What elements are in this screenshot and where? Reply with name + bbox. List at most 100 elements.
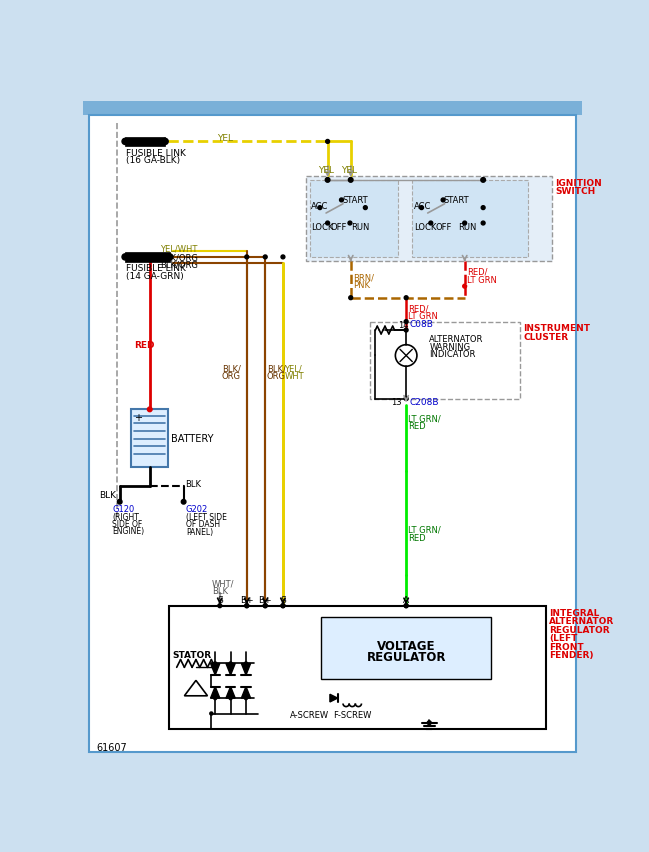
Text: OFF: OFF <box>435 223 452 232</box>
Text: (14 GA-GRN): (14 GA-GRN) <box>126 272 184 280</box>
Circle shape <box>281 256 285 260</box>
Circle shape <box>339 199 343 203</box>
Text: BLK/ORG: BLK/ORG <box>160 261 198 270</box>
Text: OFF: OFF <box>331 223 347 232</box>
Text: LT GRN: LT GRN <box>408 312 438 320</box>
Text: YEL/WHT: YEL/WHT <box>160 244 197 253</box>
Circle shape <box>147 407 152 412</box>
Text: START: START <box>342 196 368 205</box>
Circle shape <box>263 256 267 260</box>
Circle shape <box>218 604 222 608</box>
Text: S: S <box>217 596 223 604</box>
Circle shape <box>245 256 249 260</box>
Text: C08B: C08B <box>410 320 434 329</box>
Text: S: S <box>280 596 286 604</box>
Text: RED: RED <box>134 341 155 349</box>
Circle shape <box>326 141 330 144</box>
Text: (16 GA-BLK): (16 GA-BLK) <box>126 156 180 165</box>
Text: BRN/: BRN/ <box>353 273 374 282</box>
Text: (LEFT SIDE: (LEFT SIDE <box>186 512 227 521</box>
Circle shape <box>404 296 408 300</box>
Circle shape <box>245 604 249 608</box>
Text: REGULATOR: REGULATOR <box>367 650 446 663</box>
Circle shape <box>245 662 247 665</box>
Text: G120: G120 <box>112 504 134 514</box>
Text: PNK: PNK <box>353 280 370 290</box>
Bar <box>125 253 170 262</box>
Circle shape <box>117 500 122 504</box>
Polygon shape <box>241 687 251 699</box>
Circle shape <box>122 255 129 261</box>
Circle shape <box>326 222 330 226</box>
Circle shape <box>122 139 129 146</box>
Text: ALTERNATOR: ALTERNATOR <box>429 335 484 343</box>
Text: 14: 14 <box>398 320 408 330</box>
Text: IGNITION: IGNITION <box>556 178 602 187</box>
Polygon shape <box>226 687 235 699</box>
Circle shape <box>349 296 352 300</box>
Circle shape <box>429 222 433 226</box>
Polygon shape <box>241 664 251 676</box>
Text: RED/: RED/ <box>408 304 429 313</box>
Circle shape <box>214 697 217 699</box>
Text: YEL: YEL <box>217 134 234 143</box>
Text: ACC: ACC <box>414 202 431 211</box>
Circle shape <box>281 604 285 608</box>
Text: SIDE OF: SIDE OF <box>112 519 142 528</box>
Text: 61607: 61607 <box>97 742 127 752</box>
Circle shape <box>481 178 485 183</box>
Polygon shape <box>330 694 337 702</box>
Bar <box>131 410 168 468</box>
Text: WHT/: WHT/ <box>212 579 234 588</box>
Circle shape <box>181 500 186 504</box>
Text: FUSIBLE LINK: FUSIBLE LINK <box>126 148 186 158</box>
Text: INTEGRAL: INTEGRAL <box>549 608 600 618</box>
Text: CLUSTER: CLUSTER <box>523 332 569 341</box>
Circle shape <box>404 604 408 608</box>
Bar <box>412 181 528 257</box>
Text: YEL: YEL <box>341 166 358 175</box>
Text: LT GRN: LT GRN <box>467 275 497 285</box>
Circle shape <box>229 697 232 699</box>
Bar <box>83 102 583 116</box>
Circle shape <box>404 329 408 332</box>
Text: RED: RED <box>408 422 426 430</box>
Text: BATTERY: BATTERY <box>171 434 214 443</box>
Text: INSTRUMENT: INSTRUMENT <box>523 324 590 333</box>
Text: 13: 13 <box>391 398 402 406</box>
Circle shape <box>463 285 467 289</box>
Bar <box>125 138 165 147</box>
Polygon shape <box>226 664 235 676</box>
Circle shape <box>245 697 247 699</box>
Text: ALTERNATOR: ALTERNATOR <box>549 617 615 625</box>
Text: INDICATOR: INDICATOR <box>429 350 476 359</box>
Text: REGULATOR: REGULATOR <box>549 625 610 634</box>
Circle shape <box>229 662 232 665</box>
Text: FUSIBLE LINK: FUSIBLE LINK <box>126 264 186 273</box>
Circle shape <box>404 397 408 401</box>
Text: PANEL): PANEL) <box>186 527 213 537</box>
Text: WHT: WHT <box>284 371 304 380</box>
Text: A: A <box>403 596 410 604</box>
Text: BLK: BLK <box>212 587 228 596</box>
Circle shape <box>420 206 424 210</box>
Text: OF DASH: OF DASH <box>186 520 220 529</box>
Text: BLK: BLK <box>99 491 116 499</box>
Text: (RIGHT: (RIGHT <box>112 512 139 521</box>
Bar <box>169 606 546 729</box>
Text: A-SCREW: A-SCREW <box>290 710 330 719</box>
Text: ORG: ORG <box>221 371 241 380</box>
Circle shape <box>441 199 445 203</box>
Text: LOCK: LOCK <box>311 223 333 232</box>
Text: BLK/: BLK/ <box>267 364 286 372</box>
Text: B+: B+ <box>258 596 272 604</box>
Text: C208B: C208B <box>410 398 439 406</box>
Bar <box>370 322 520 399</box>
Text: FENDER): FENDER) <box>549 651 594 659</box>
Circle shape <box>463 222 467 226</box>
Circle shape <box>363 206 367 210</box>
Circle shape <box>481 222 485 226</box>
Circle shape <box>318 206 322 210</box>
Bar <box>310 181 398 257</box>
Text: RED/: RED/ <box>467 268 487 277</box>
